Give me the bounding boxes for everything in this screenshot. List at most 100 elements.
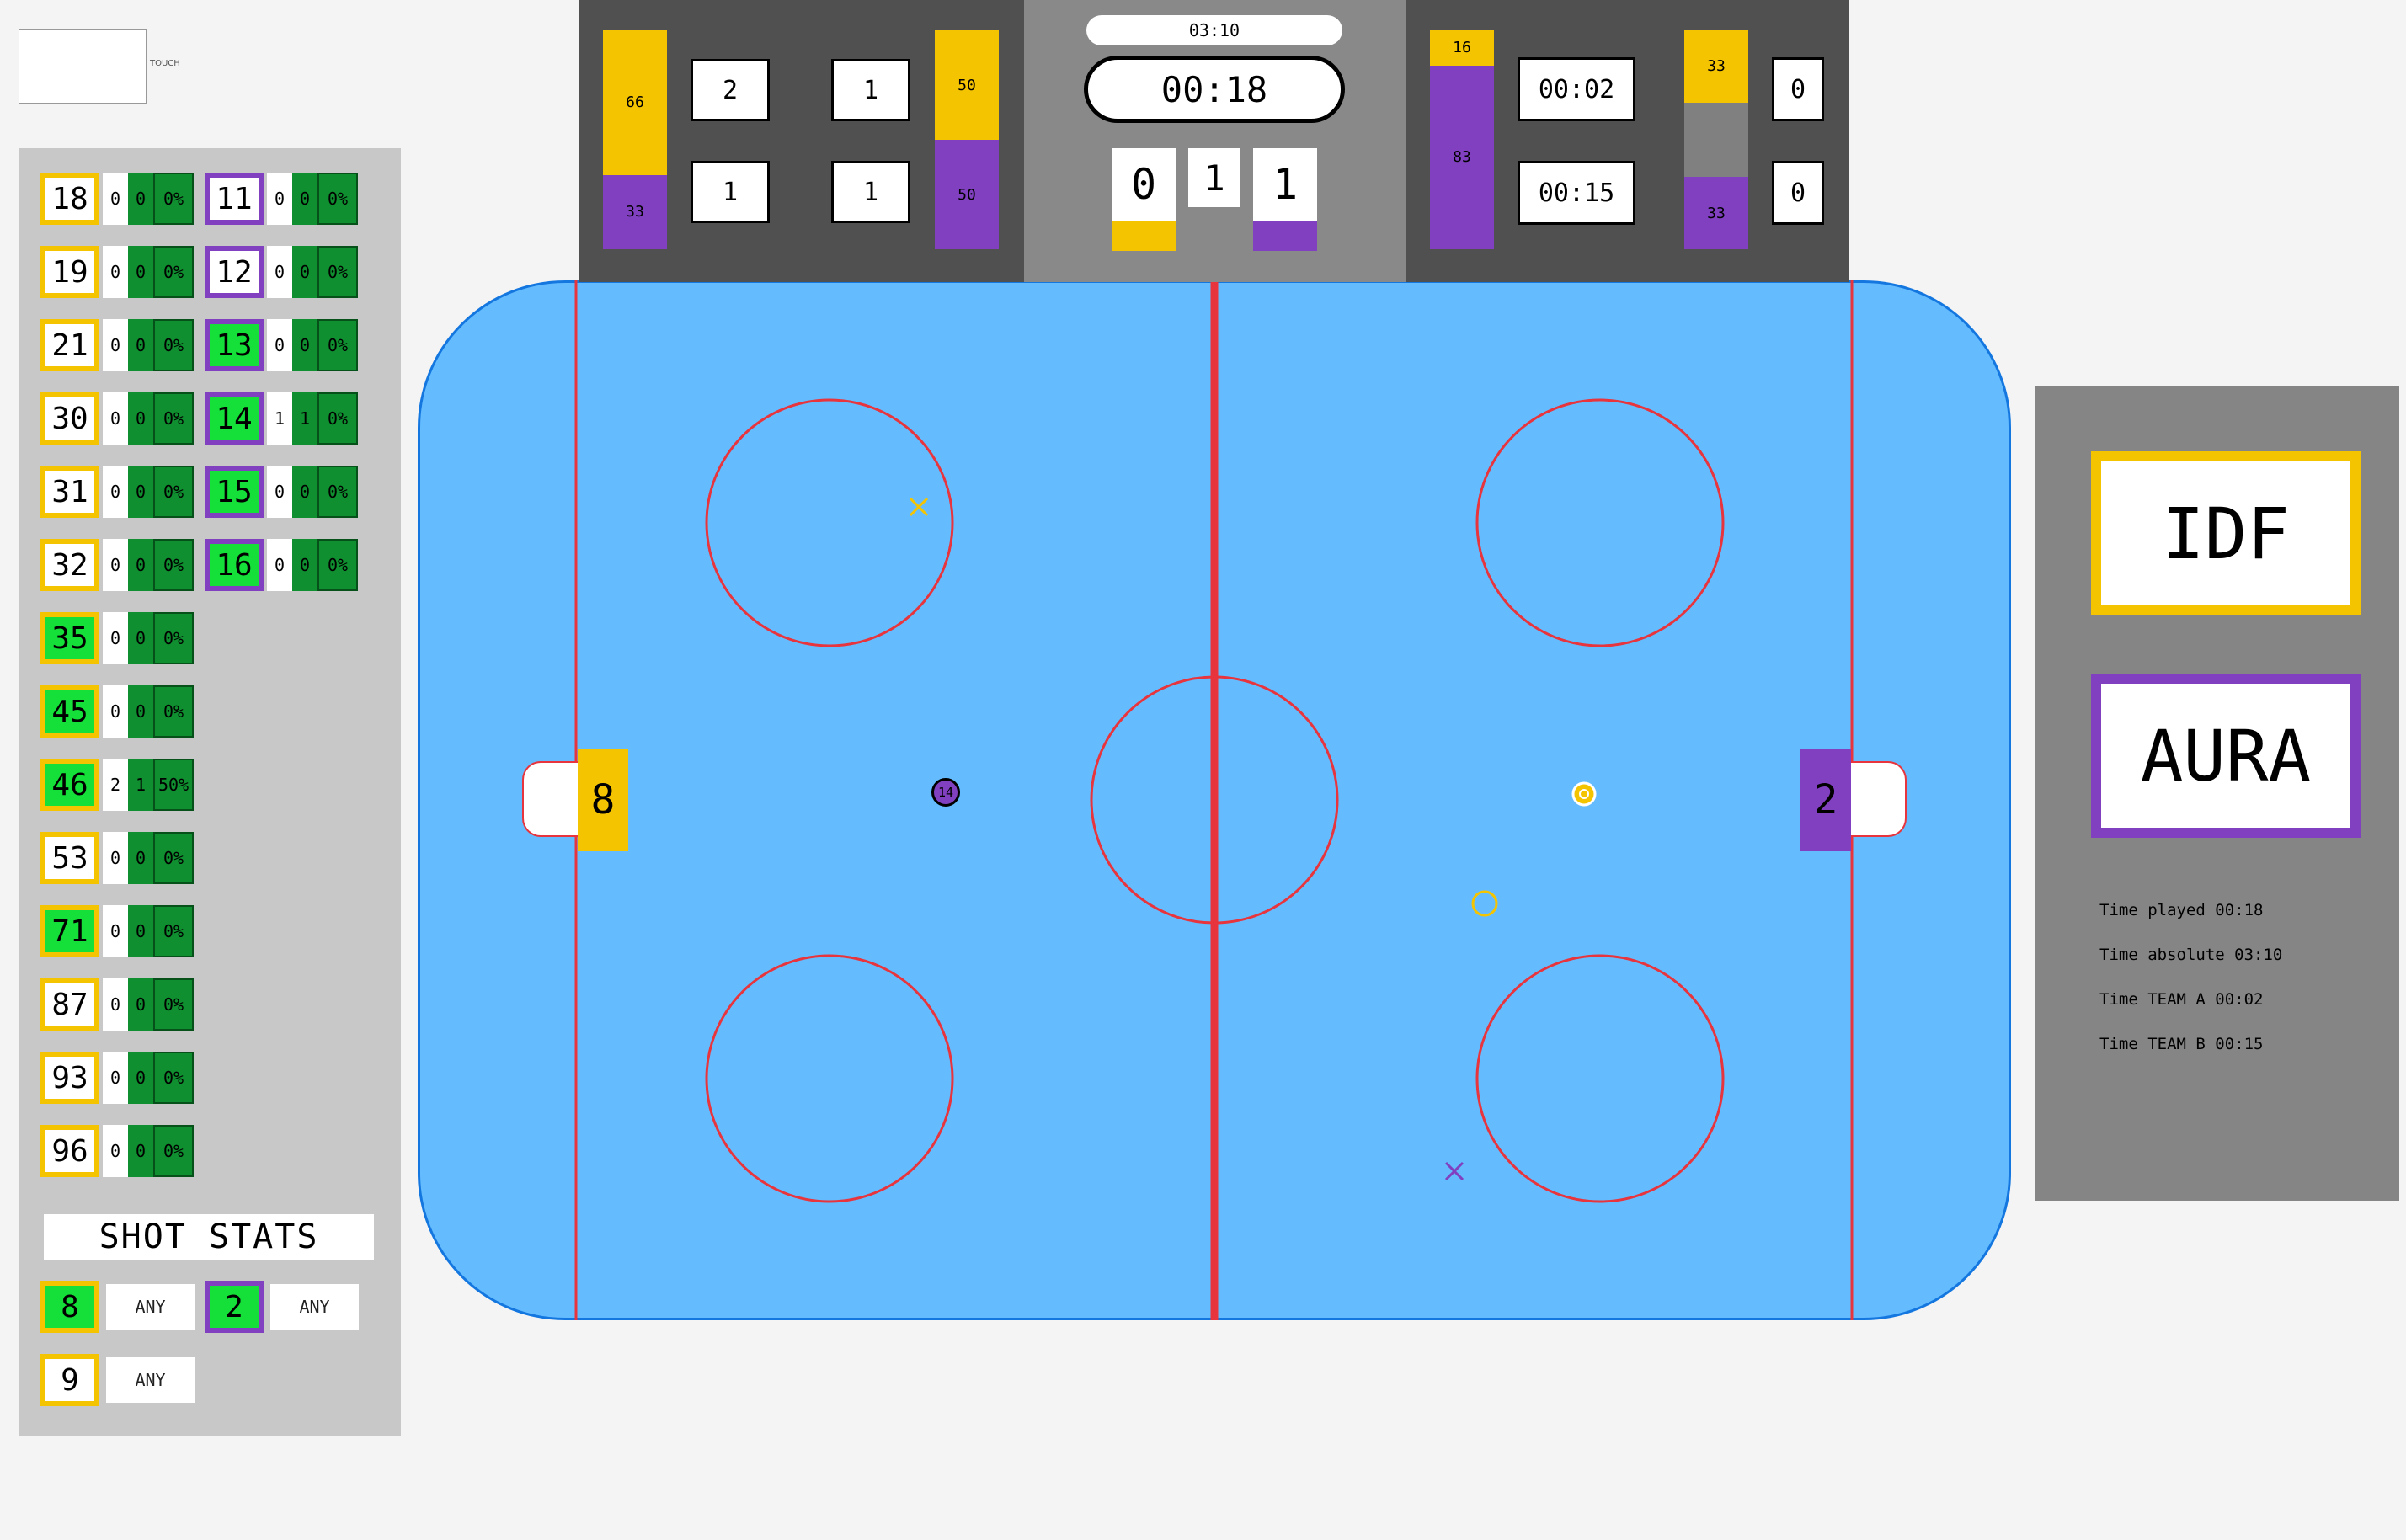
player-stat-pct: 0%: [153, 466, 194, 518]
shot-player-button[interactable]: 2: [205, 1281, 264, 1333]
player-number-button[interactable]: 13: [205, 319, 264, 371]
shot-type-selector[interactable]: ANY: [270, 1284, 359, 1330]
time-played-info: Time played 00:18: [2099, 901, 2264, 919]
player-stat-b: 0: [128, 173, 153, 225]
goal-crease-right: [1848, 761, 1907, 837]
period: 1: [1188, 148, 1240, 207]
puck-player-marker[interactable]: 14: [931, 778, 960, 807]
goal-crease-left: [522, 761, 581, 837]
player-number-button[interactable]: 18: [40, 173, 99, 225]
player-stat-a: 2: [103, 759, 128, 811]
faceoff-circle-bottom-right: [1475, 954, 1725, 1203]
player-stat-b: 0: [292, 246, 317, 298]
shot-player-button[interactable]: 9: [40, 1354, 99, 1406]
bar-segment-team-b: 33: [603, 174, 667, 249]
player-stat-pct: 0%: [317, 466, 358, 518]
player-stat-a: 0: [103, 539, 128, 591]
goalie-left-marker[interactable]: 8: [578, 749, 628, 851]
player-number-button[interactable]: 35: [40, 612, 99, 664]
team-a-name[interactable]: IDF: [2091, 451, 2361, 615]
player-number-button[interactable]: 19: [40, 246, 99, 298]
player-number-button[interactable]: 30: [40, 392, 99, 445]
player-stat-b: 0: [128, 319, 153, 371]
stat-box-b2: 1: [831, 161, 910, 223]
player-stat-pct: 0%: [153, 1052, 194, 1104]
player-stat-pct: 0%: [317, 319, 358, 371]
player-stat-b: 1: [292, 392, 317, 445]
player-stat-b: 0: [292, 466, 317, 518]
player-number-button[interactable]: 16: [205, 539, 264, 591]
bar-segment-team-a: 33: [1684, 30, 1748, 103]
player-number-button[interactable]: 12: [205, 246, 264, 298]
player-stat-b: 0: [292, 539, 317, 591]
player-stat-b: 0: [128, 612, 153, 664]
player-stat-b: 0: [292, 173, 317, 225]
game-clock[interactable]: 00:18: [1084, 56, 1345, 123]
player-number-button[interactable]: 46: [40, 759, 99, 811]
player-stat-pct: 0%: [153, 319, 194, 371]
time-team-b-box: 00:15: [1518, 161, 1635, 225]
player-stat-pct: 0%: [317, 173, 358, 225]
goalie-right-marker[interactable]: 2: [1800, 749, 1851, 851]
player-number-button[interactable]: 45: [40, 685, 99, 738]
player-stat-b: 0: [128, 1125, 153, 1177]
player-stat-pct: 0%: [153, 173, 194, 225]
player-stat-a: 0: [103, 392, 128, 445]
time-team-b-info: Time TEAM B 00:15: [2099, 1035, 2264, 1053]
player-number-button[interactable]: 21: [40, 319, 99, 371]
player-stat-pct: 0%: [153, 1125, 194, 1177]
score-team-a: 0: [1112, 148, 1176, 221]
player-number-button[interactable]: 71: [40, 905, 99, 957]
player-stat-pct: 0%: [153, 685, 194, 738]
player-stat-a: 0: [103, 685, 128, 738]
bar-segment-team-a: 16: [1430, 30, 1494, 66]
player-number-button[interactable]: 31: [40, 466, 99, 518]
player-stat-a: 0: [103, 905, 128, 957]
player-number-button[interactable]: 93: [40, 1052, 99, 1104]
team-b-name[interactable]: AURA: [2091, 674, 2361, 838]
time-team-a-box: 00:02: [1518, 57, 1635, 121]
time-bar-right: 16 83: [1430, 30, 1494, 249]
touch-area[interactable]: [19, 29, 147, 104]
player-stat-a: 0: [103, 246, 128, 298]
puck-yellow-icon: [1571, 781, 1597, 807]
player-stat-a: 0: [103, 319, 128, 371]
shot-player-button[interactable]: 8: [40, 1281, 99, 1333]
shot-type-selector[interactable]: ANY: [106, 1284, 195, 1330]
bar-segment-team-b: 83: [1430, 65, 1494, 249]
count-team-b-box: 0: [1772, 161, 1824, 225]
count-team-a-box: 0: [1772, 57, 1824, 121]
shot-marker-yellow-circle-icon: [1471, 890, 1498, 917]
time-bar-right-2: 33 33: [1684, 30, 1748, 249]
player-number-button[interactable]: 11: [205, 173, 264, 225]
player-stat-b: 0: [292, 319, 317, 371]
player-stat-a: 0: [103, 612, 128, 664]
player-stat-pct: 0%: [153, 612, 194, 664]
player-stat-a: 1: [267, 392, 292, 445]
player-number-button[interactable]: 53: [40, 832, 99, 884]
player-number-button[interactable]: 15: [205, 466, 264, 518]
player-stat-pct: 0%: [317, 539, 358, 591]
player-stat-b: 1: [128, 759, 153, 811]
bar-segment-team-a: 50: [935, 30, 999, 140]
player-stat-pct: 0%: [153, 832, 194, 884]
player-number-button[interactable]: 87: [40, 978, 99, 1031]
player-stat-b: 0: [128, 466, 153, 518]
player-stat-pct: 0%: [153, 246, 194, 298]
player-stat-a: 0: [267, 539, 292, 591]
player-stat-pct: 0%: [153, 905, 194, 957]
player-stat-a: 0: [103, 832, 128, 884]
player-stat-b: 0: [128, 905, 153, 957]
absolute-time: 03:10: [1086, 15, 1342, 45]
player-stat-b: 0: [128, 685, 153, 738]
player-number-button[interactable]: 32: [40, 539, 99, 591]
player-stat-pct: 0%: [317, 392, 358, 445]
stat-box-a2: 1: [691, 161, 770, 223]
bar-segment-team-a: 66: [603, 30, 667, 175]
shot-type-selector[interactable]: ANY: [106, 1357, 195, 1403]
player-number-button[interactable]: 96: [40, 1125, 99, 1177]
faceoff-circle-top-right: [1475, 398, 1725, 647]
player-number-button[interactable]: 14: [205, 392, 264, 445]
bar-segment-team-b: 50: [935, 140, 999, 249]
player-stat-pct: 0%: [153, 392, 194, 445]
